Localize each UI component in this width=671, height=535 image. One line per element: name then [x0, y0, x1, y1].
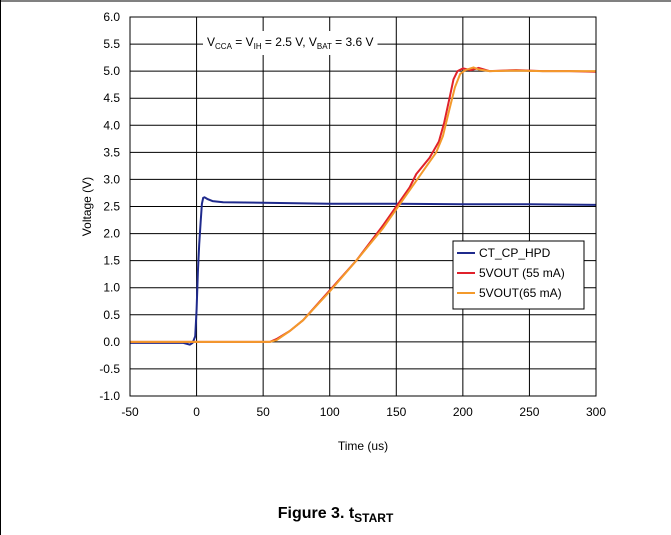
x-tick-label: -50	[121, 405, 139, 419]
y-tick-label: 1.5	[103, 254, 120, 268]
y-axis-label: Voltage (V)	[80, 177, 94, 236]
x-tick-label: 250	[519, 405, 539, 419]
legend-label: 5VOUT(65 mA)	[479, 286, 562, 300]
x-tick-label: 200	[453, 405, 473, 419]
y-tick-label: -0.5	[99, 362, 120, 376]
x-tick-label: 0	[193, 405, 200, 419]
annotation-text: = 2.5 V, V	[262, 35, 317, 49]
caption-subscript: START	[354, 511, 394, 526]
legend: CT_CP_HPD 5VOUT (55 mA) 5VOUT(65 mA)	[452, 240, 585, 310]
y-tick-label: 3.5	[103, 145, 120, 159]
y-tick-label: 1.0	[103, 281, 120, 295]
x-tick-label: 150	[386, 405, 406, 419]
y-tick-label: 2.0	[103, 227, 120, 241]
y-tick-label: 5.5	[103, 37, 120, 51]
plot-area-border	[129, 16, 597, 397]
annotation-text: V	[207, 35, 215, 49]
x-tick-label: 300	[586, 405, 606, 419]
caption-prefix: Figure 3. t	[277, 505, 355, 522]
annotation-text: = 3.6 V	[332, 35, 374, 49]
figure-caption: Figure 3. tSTART	[0, 505, 671, 525]
y-tick-label: 5.0	[103, 64, 120, 78]
tick-labels: -50 0 50 100 150 200 250 300 -1.0 -0.5 0.0 0.5 1.0 1.…	[99, 10, 606, 419]
x-tick-label: 100	[320, 405, 340, 419]
y-tick-label: 4.0	[103, 118, 120, 132]
annotation-subscript: CCA	[215, 42, 233, 51]
y-tick-label: 6.0	[103, 10, 120, 24]
y-tick-label: 0.5	[103, 308, 120, 322]
y-tick-label: 2.5	[103, 200, 120, 214]
annotation-subscript: BAT	[317, 42, 332, 51]
y-tick-label: 4.5	[103, 91, 120, 105]
x-tick-label: 50	[256, 405, 270, 419]
x-axis-label: Time (us)	[338, 439, 388, 453]
y-tick-label: 3.0	[103, 172, 120, 186]
series-line-0	[130, 196, 597, 346]
legend-label: CT_CP_HPD	[479, 246, 551, 260]
grid-lines	[129, 16, 597, 397]
series-line-2	[130, 66, 596, 343]
legend-label: 5VOUT (55 mA)	[479, 266, 565, 280]
annotation-text: = V	[232, 35, 254, 49]
y-tick-label: 0.0	[103, 335, 120, 349]
series-group	[130, 66, 597, 346]
annotation-background	[203, 31, 378, 55]
annotation-subscript: IH	[254, 42, 262, 51]
condition-annotation: VCCA = VIH = 2.5 V, VBAT = 3.6 V	[207, 35, 374, 51]
y-tick-label: -1.0	[99, 389, 120, 403]
